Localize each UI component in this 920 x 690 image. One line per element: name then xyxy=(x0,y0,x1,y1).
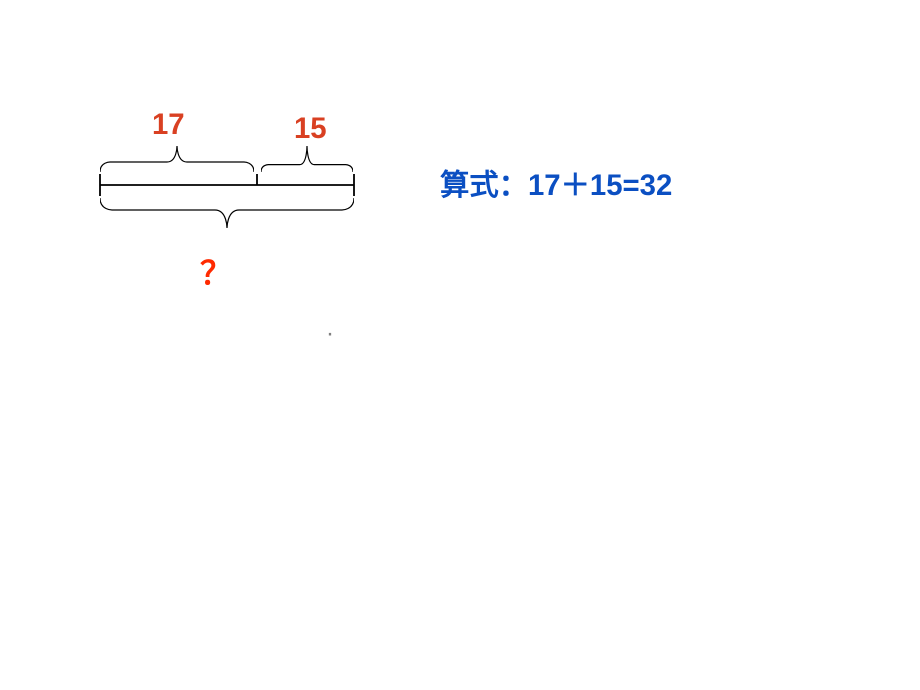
tape-bar xyxy=(99,173,355,197)
part1-brace xyxy=(100,144,254,174)
total-brace xyxy=(100,196,354,230)
question-mark: ？ xyxy=(200,248,232,294)
center-dot-icon: · xyxy=(326,320,334,348)
equation-prefix: 算式： xyxy=(440,169,528,202)
stage: 17 15 ？ 算式：17＋15=32 · xyxy=(0,0,920,690)
equation: 算式：17＋15=32 xyxy=(440,162,672,204)
part2-label: 15 xyxy=(294,112,327,146)
part1-label: 17 xyxy=(152,108,185,142)
equation-expression: 17＋15=32 xyxy=(528,169,672,202)
part2-brace xyxy=(261,144,353,174)
